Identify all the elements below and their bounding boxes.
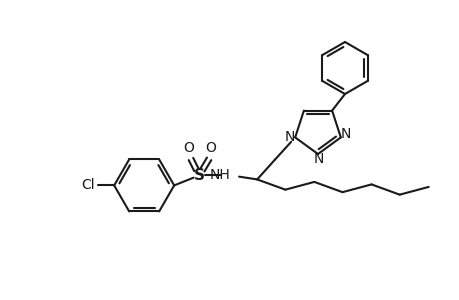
Text: NH: NH	[209, 168, 230, 182]
Text: O: O	[205, 141, 216, 155]
Text: S: S	[193, 168, 204, 183]
Text: Cl: Cl	[81, 178, 95, 192]
Text: N: N	[285, 130, 295, 144]
Text: N: N	[340, 128, 350, 141]
Text: O: O	[183, 141, 194, 155]
Text: N: N	[313, 152, 324, 166]
